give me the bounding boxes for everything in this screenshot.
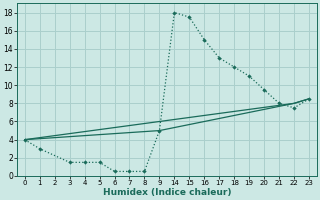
X-axis label: Humidex (Indice chaleur): Humidex (Indice chaleur) — [103, 188, 231, 197]
